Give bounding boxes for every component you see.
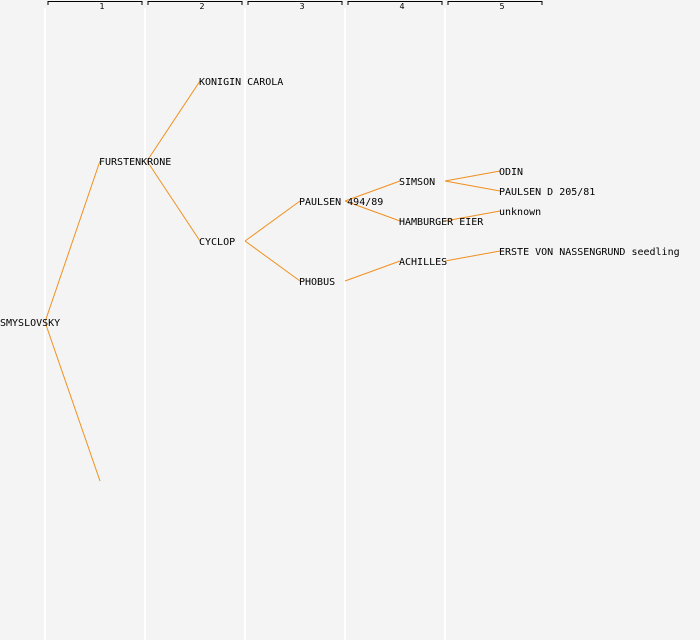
column-label-5: 5 xyxy=(499,2,504,11)
node-unknown[interactable]: unknown xyxy=(499,207,541,218)
edge-hamburger-unknown xyxy=(444,210,501,222)
column-bracket-1 xyxy=(47,1,143,5)
node-phobus[interactable]: PHOBUS xyxy=(299,277,335,288)
node-cyclop[interactable]: CYCLOP xyxy=(199,237,235,248)
edge-cyclop-paulsen xyxy=(244,200,301,242)
node-achilles[interactable]: ACHILLES xyxy=(399,257,447,268)
node-smyslovsky[interactable]: SMYSLOVSKY xyxy=(0,318,60,329)
node-odin[interactable]: ODIN xyxy=(499,167,523,178)
column-label-4: 4 xyxy=(399,2,404,11)
column-headers: 1 2 3 4 5 xyxy=(47,1,543,11)
column-label-1: 1 xyxy=(99,2,104,11)
node-hamburger-eier[interactable]: HAMBURGER EIER xyxy=(399,217,484,228)
column-bracket-2 xyxy=(147,1,243,5)
column-lines xyxy=(44,8,446,640)
node-erste-von-nassengrund[interactable]: ERSTE VON NASSENGRUND seedling xyxy=(499,247,680,258)
node-furstenkrone[interactable]: FURSTENKRONE xyxy=(99,157,171,168)
edge-paulsen-hamburger xyxy=(344,200,401,222)
node-simson[interactable]: SIMSON xyxy=(399,177,435,188)
edge-paulsen-simson xyxy=(344,180,401,202)
column-bracket-3 xyxy=(247,1,343,5)
edge-cyclop-phobus xyxy=(244,240,301,282)
node-paulsen-d-205-81[interactable]: PAULSEN D 205/81 xyxy=(499,187,595,198)
column-label-3: 3 xyxy=(299,2,304,11)
edge-furstenkrone-cyclop xyxy=(146,160,201,242)
node-labels: SMYSLOVSKY FURSTENKRONE KONIGIN CAROLA C… xyxy=(0,77,680,329)
edges xyxy=(44,80,501,482)
column-label-2: 2 xyxy=(199,2,204,11)
edge-furstenkrone-konigin xyxy=(146,80,201,162)
column-bracket-5 xyxy=(447,1,543,5)
column-bracket-4 xyxy=(347,1,443,5)
edge-root-furstenkrone xyxy=(44,160,101,323)
edge-simson-odin xyxy=(444,170,501,182)
edge-achilles-erste xyxy=(444,250,501,262)
edge-simson-paulsen-d xyxy=(444,180,501,192)
node-konigin-carola[interactable]: KONIGIN CAROLA xyxy=(199,77,283,88)
node-paulsen-494-89[interactable]: PAULSEN 494/89 xyxy=(299,197,383,208)
edge-phobus-achilles xyxy=(344,260,401,282)
edge-root-empty xyxy=(44,321,101,482)
